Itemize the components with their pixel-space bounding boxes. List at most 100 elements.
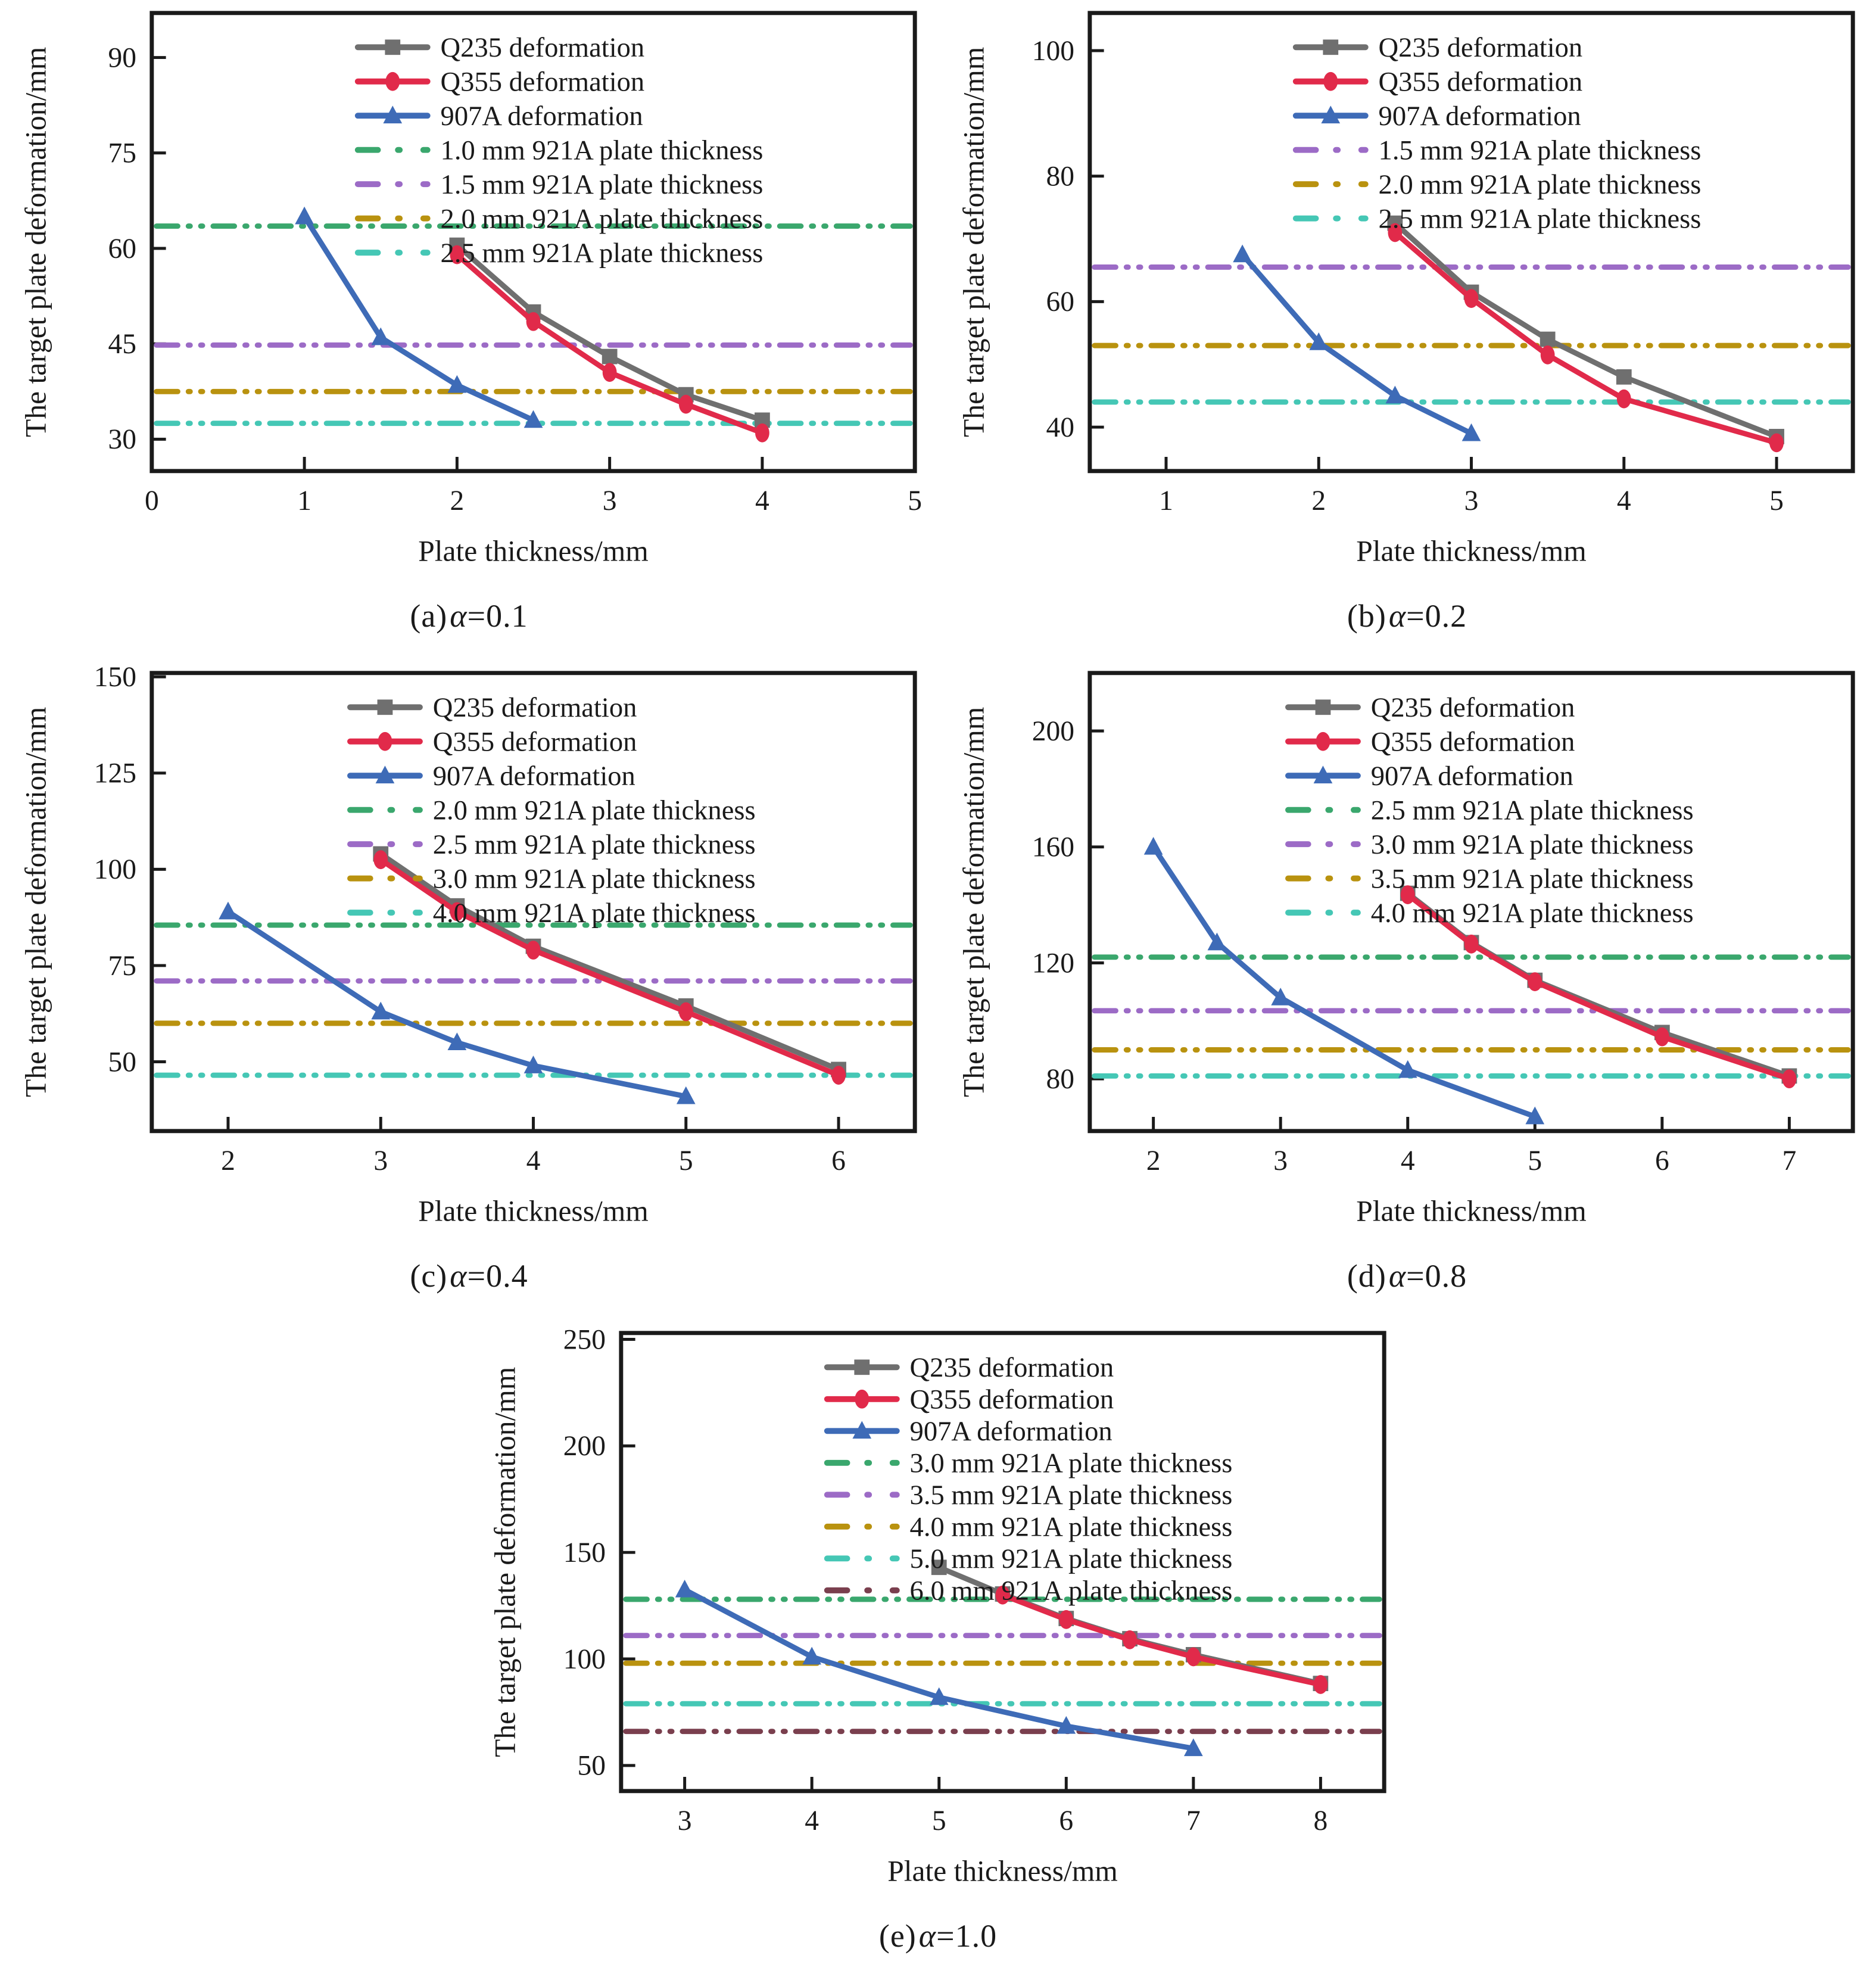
axes: 3 4 5 6 7 8 50 100 150 200 250 Plate thickness/mm Th… [488,1324,1386,1887]
y-tick-label: 100 [563,1644,605,1675]
circle-marker [995,1585,1009,1605]
legend-label: Q355 deformation [433,727,637,758]
y-tick-label: 150 [94,662,136,693]
series-q355 [373,850,846,1085]
triangle-marker [852,1421,871,1439]
chart-caption-c: (c) α =0.4 [410,1251,528,1320]
square-marker [385,39,401,55]
axes: 1 2 3 4 5 40 60 80 100 Plate thickness/mm The targ… [957,11,1855,567]
x-tick-label: 1 [297,485,311,516]
legend-label: 2.5 mm 921A plate thickness [1379,204,1702,235]
series-q355 [1388,223,1784,453]
legend-label: Q355 deformation [1371,727,1575,758]
legend-label: Q235 deformation [909,1353,1114,1383]
y-tick-label: 250 [563,1324,605,1355]
triangle-marker [929,1687,949,1705]
x-tick-label: 3 [677,1805,691,1836]
caption-alpha-value: =1.0 [936,1917,998,1954]
chart-caption-e: (e) α =1.0 [879,1911,997,1980]
x-tick-label: 8 [1313,1805,1327,1836]
axes: 2 3 4 5 6 7 80 120 160 200 Plate thickness/mm The t… [957,671,1855,1227]
x-tick-label: 3 [373,1145,388,1176]
circle-marker [526,941,541,960]
y-tick-label: 100 [94,854,136,885]
caption-alpha-symbol: α [1388,597,1407,634]
legend-label: 1.5 mm 921A plate thickness [441,170,764,200]
legend-label: 1.0 mm 921A plate thickness [441,136,764,166]
legend-label: Q235 deformation [1379,33,1583,63]
legend-label: 2.5 mm 921A plate thickness [441,238,764,269]
triangle-marker [447,375,467,393]
square-marker [1323,39,1339,55]
triangle-marker [676,1086,696,1104]
y-tick-label: 50 [108,1047,137,1078]
series-q355 [995,1585,1327,1694]
legend-label: 2.5 mm 921A plate thickness [433,830,756,860]
caption-alpha-symbol: α [1388,1257,1407,1294]
x-tick-label: 4 [755,485,769,516]
triangle-marker [523,410,543,428]
x-tick-label: 5 [1769,485,1784,516]
x-tick-label: 6 [1655,1145,1669,1176]
circle-marker [1122,1630,1137,1649]
series-907a [1233,244,1481,441]
caption-alpha-value: =0.2 [1406,597,1467,634]
y-tick-label: 80 [1046,161,1075,192]
legend-label: 6.0 mm 921A plate thickness [909,1576,1232,1607]
x-tick-label: 6 [831,1145,846,1176]
triangle-marker [219,901,238,920]
x-tick-label: 0 [145,485,159,516]
chart-c-alpha-0.4: 2 3 4 5 6 50 75 100 125 150 Plate thickness/mm The … [0,660,938,1320]
caption-index: (e) [878,1917,917,1954]
x-tick-label: 2 [1146,1145,1161,1176]
x-axis-label: Plate thickness/mm [418,1194,649,1227]
circle-marker [373,850,388,870]
triangle-marker [1233,244,1252,263]
circle-marker [450,902,465,921]
legend-label: 907A deformation [1379,101,1581,132]
square-marker [1315,699,1331,715]
legend-label: 2.0 mm 921A plate thickness [441,204,764,235]
x-tick-label: 5 [1528,1145,1542,1176]
x-axis-label: Plate thickness/mm [418,534,649,567]
triangle-marker [675,1579,694,1598]
series-907a [675,1579,1203,1757]
triangle-marker [1321,105,1341,124]
caption-index: (b) [1347,597,1386,634]
y-tick-label: 200 [1032,716,1074,747]
triangle-marker [1525,1106,1545,1125]
y-axis-label: The target plate deformation/mm [957,47,990,437]
legend-label: 4.0 mm 921A plate thickness [909,1512,1232,1543]
legend-label: Q355 deformation [1379,67,1583,98]
chart-a-alpha-0.1: 0 1 2 3 4 5 30 45 60 75 90 Plate thickness/mm The ta… [0,0,938,660]
x-tick-label: 4 [1401,1145,1415,1176]
circle-marker [831,1066,846,1085]
triangle-marker [1398,1060,1417,1078]
line-chart-d: 2 3 4 5 6 7 80 120 160 200 Plate thickness/mm The t… [957,671,1855,1227]
chart-caption-a: (a) α =0.1 [410,591,528,660]
y-tick-label: 60 [1046,287,1075,317]
legend-label: 3.0 mm 921A plate thickness [1371,830,1694,860]
legend-label: Q355 deformation [909,1385,1114,1415]
circle-marker [378,731,392,751]
series-907a [1143,836,1545,1125]
legend-label: 907A deformation [433,761,635,792]
x-axis-label: Plate thickness/mm [1356,1194,1587,1227]
y-tick-label: 150 [563,1537,605,1568]
square-marker [1616,369,1632,385]
caption-alpha-value: =0.4 [467,1257,528,1294]
y-tick-label: 90 [108,42,137,73]
caption-index: (a) [410,597,448,634]
chart-e-alpha-1.0: 3 4 5 6 7 8 50 100 150 200 250 Plate thickness/mm Th… [469,1320,1407,1980]
circle-marker [1528,972,1542,991]
x-tick-label: 2 [450,485,464,516]
y-axis-label: The target plate deformation/mm [19,707,52,1097]
caption-alpha-value: =0.8 [1406,1257,1467,1294]
legend-label: 907A deformation [1371,761,1573,792]
y-axis-label: The target plate deformation/mm [957,707,990,1097]
y-tick-label: 80 [1046,1064,1075,1095]
circle-marker [385,71,400,91]
